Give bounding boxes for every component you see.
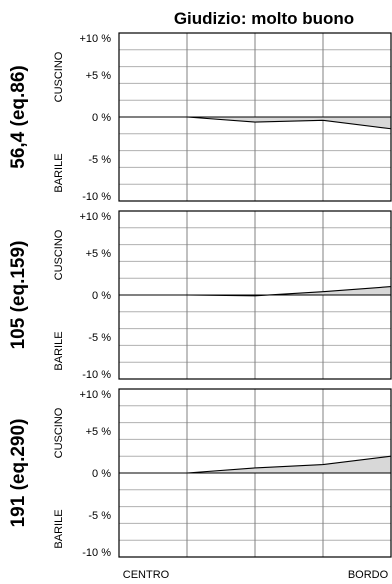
chart-title: Giudizio: molto buono [174, 9, 354, 28]
panel-label: 56,4 (eq.86) [8, 65, 29, 169]
y-bottom-label-barile: BARILE [53, 509, 65, 548]
y-tick-label: 0 % [92, 112, 111, 124]
panel-frame [118, 388, 392, 558]
panel-label: 105 (eq.159) [8, 241, 29, 350]
profile-line [119, 286, 392, 297]
y-top-label-cuscino: CUSCINO [53, 229, 65, 280]
x-tick-label-bordo: BORDO [348, 569, 389, 581]
y-tick-label: +10 % [80, 389, 112, 401]
chart-panels: +10 % +5 % 0 % -5 % -10 % CUSCINO BARILE 56,4 (… [8, 32, 392, 559]
y-bottom-label-barile: BARILE [53, 331, 65, 370]
y-tick-label: -10 % [82, 547, 111, 559]
y-tick-label: 0 % [92, 290, 111, 302]
y-tick-label: -5 % [88, 154, 111, 166]
y-tick-label: +5 % [86, 248, 112, 260]
panel-frame [118, 32, 392, 202]
panel-3: +10 % +5 % 0 % -5 % -10 % CUSCINO BARILE 191 (e… [8, 388, 392, 559]
panel-label: 191 (eq.290) [8, 419, 29, 528]
y-tick-label: -5 % [88, 332, 111, 344]
panel-1: +10 % +5 % 0 % -5 % -10 % CUSCINO BARILE 56,4 (… [8, 32, 392, 203]
deviation-area [119, 456, 391, 473]
y-tick-label: +10 % [80, 33, 112, 45]
y-tick-label: +5 % [86, 426, 112, 438]
y-bottom-label-barile: BARILE [53, 153, 65, 192]
profile-line [119, 455, 392, 474]
y-top-label-cuscino: CUSCINO [53, 407, 65, 458]
y-tick-label: -10 % [82, 369, 111, 381]
y-tick-label: -10 % [82, 191, 111, 203]
x-tick-label-centro: CENTRO [123, 569, 170, 581]
panel-2: +10 % +5 % 0 % -5 % -10 % CUSCINO BARILE 105 (e… [8, 210, 392, 381]
y-tick-label: -5 % [88, 510, 111, 522]
y-tick-label: 0 % [92, 468, 111, 480]
y-top-label-cuscino: CUSCINO [53, 51, 65, 102]
y-tick-label: +5 % [86, 70, 112, 82]
profile-line [119, 116, 392, 130]
deviation-area [119, 286, 391, 296]
panel-frame [118, 210, 392, 380]
y-tick-label: +10 % [80, 211, 112, 223]
